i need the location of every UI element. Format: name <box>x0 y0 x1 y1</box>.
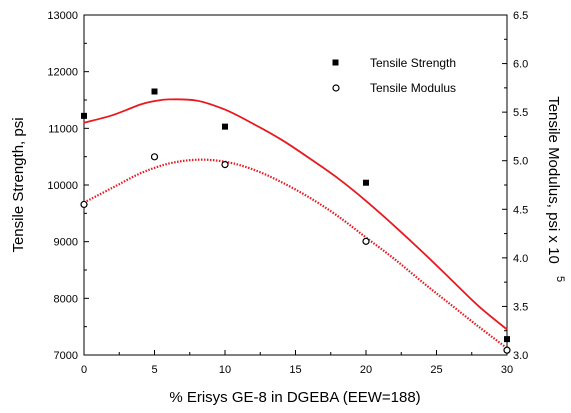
right-y-tick-label: 4.0 <box>513 253 528 265</box>
right-y-tick-label: 3.0 <box>513 350 528 362</box>
left-y-tick-label: 11000 <box>48 123 78 135</box>
x-tick-label: 10 <box>219 364 231 376</box>
data-point-tensile-modulus <box>503 346 511 354</box>
legend-marker-open-circle <box>332 84 340 92</box>
x-tick-label: 25 <box>430 364 442 376</box>
left-y-tick-label: 8000 <box>54 293 78 305</box>
right-axis-title-exponent: 5 <box>554 276 566 282</box>
data-point-tensile-strength <box>222 123 228 130</box>
fit-curve-tensile-modulus <box>83 158 508 350</box>
legend-marker-filled-square <box>332 59 339 66</box>
legend-item-tensile-strength: Tensile Strength <box>332 56 456 70</box>
x-tick-label: 0 <box>81 364 87 376</box>
x-tick-label: 20 <box>360 364 372 376</box>
left-y-tick-label: 7000 <box>54 350 78 362</box>
right-y-tick-label: 5.5 <box>513 107 528 119</box>
legend-label-tensile-strength: Tensile Strength <box>370 56 456 70</box>
right-y-tick-label: 4.5 <box>513 204 528 216</box>
legend-item-tensile-modulus: Tensile Modulus <box>332 81 456 95</box>
x-axis-title: % Erisys GE-8 in DGEBA (EEW=188) <box>169 389 420 406</box>
left-y-tick-label: 13000 <box>47 10 78 22</box>
data-point-tensile-strength <box>81 112 87 119</box>
x-tick-label: 30 <box>501 364 513 376</box>
right-y-tick-label: 6.0 <box>513 59 528 71</box>
right-y-tick-label: 3.5 <box>513 301 528 313</box>
left-y-tick-label: 10000 <box>47 180 78 192</box>
right-y-tick-label: 5.0 <box>513 156 528 168</box>
x-tick-label: 15 <box>289 364 301 376</box>
x-axis: 0 5 10 15 20 25 30 <box>81 350 513 376</box>
left-y-tick-label: 12000 <box>47 67 78 79</box>
data-point-tensile-strength <box>504 336 510 343</box>
right-axis-title-group: Tensile Modulus, psi x 10 5 <box>545 96 566 282</box>
right-y-axis: 3.0 3.5 4.0 4.5 5.0 5.5 6.0 6.5 <box>502 10 528 362</box>
fit-curves <box>83 98 508 350</box>
data-markers <box>80 88 511 354</box>
data-point-tensile-modulus <box>221 161 229 169</box>
left-y-tick-label: 9000 <box>54 237 78 249</box>
right-axis-title: Tensile Modulus, psi x 10 <box>545 96 562 264</box>
left-axis-title: Tensile Strength, psi <box>10 117 27 252</box>
data-point-tensile-modulus <box>150 153 159 161</box>
legend: Tensile Strength Tensile Modulus <box>332 56 456 95</box>
data-point-tensile-modulus <box>362 237 370 245</box>
x-tick-label: 5 <box>151 364 157 376</box>
fit-curve-tensile-strength <box>83 98 508 331</box>
left-y-axis: 7000 8000 9000 10000 11000 12000 13000 <box>47 10 89 362</box>
right-y-tick-label: 6.5 <box>513 10 528 22</box>
legend-label-tensile-modulus: Tensile Modulus <box>370 81 456 95</box>
data-point-tensile-strength <box>363 179 369 186</box>
data-point-tensile-modulus <box>80 200 88 209</box>
data-point-tensile-strength <box>151 88 158 95</box>
